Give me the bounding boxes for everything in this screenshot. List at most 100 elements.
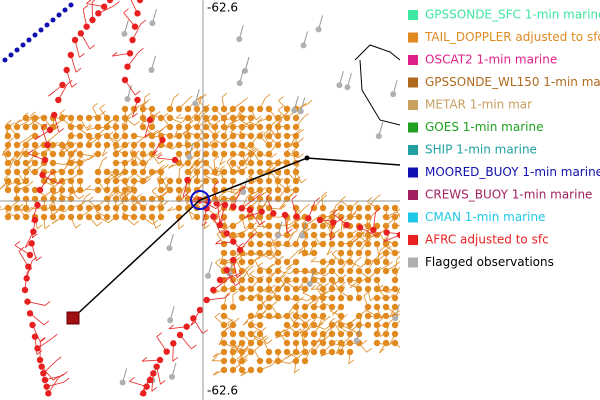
afrc-dot — [24, 298, 31, 305]
wind-barb — [244, 121, 251, 126]
wind-barb — [324, 271, 331, 277]
observation-dot — [202, 105, 210, 113]
observation-dot — [364, 249, 372, 257]
afrc-dot — [63, 66, 70, 74]
wind-barb — [373, 322, 380, 328]
observation-dot — [229, 303, 237, 311]
observation-dot — [283, 258, 291, 266]
wind-barb — [266, 192, 272, 197]
observation-dot — [292, 339, 300, 347]
observation-dot — [139, 213, 147, 221]
flagged-dot — [375, 133, 382, 140]
afrc-dot — [146, 116, 154, 124]
wind-barb — [86, 0, 92, 4]
observation-dot — [391, 267, 399, 275]
observation-dot — [283, 168, 291, 176]
observation-dot — [373, 258, 381, 266]
wind-barb — [237, 270, 243, 276]
wind-barb — [59, 109, 66, 114]
wind-barb — [213, 181, 220, 186]
wind-barb — [158, 128, 164, 133]
legend-label: TAIL_DOPPLER adjusted to sfc — [424, 30, 600, 44]
observation-dot — [274, 258, 282, 266]
observation-dot — [4, 213, 12, 221]
observation-dot — [391, 222, 399, 230]
observation-dot — [382, 294, 390, 302]
wind-barb — [242, 320, 249, 326]
wind-barb — [347, 279, 354, 285]
legend-swatch — [408, 167, 418, 178]
observation-dot — [310, 204, 318, 212]
observation-dot — [274, 177, 282, 185]
observation-dot — [274, 186, 282, 194]
observation-dot — [355, 249, 363, 257]
observation-dot — [130, 213, 138, 221]
observation-dot — [238, 366, 246, 374]
wind-barb — [220, 264, 227, 270]
observation-dot — [238, 114, 246, 122]
flagged-dot — [124, 95, 131, 102]
wind-barb — [126, 191, 132, 197]
wind-barb — [92, 102, 98, 108]
wind-barb — [156, 151, 162, 157]
wind-barb — [85, 185, 92, 190]
wind-barb — [82, 4, 89, 10]
wind-barb — [239, 127, 245, 133]
wind-barb — [60, 182, 66, 188]
wind-barb — [366, 347, 372, 353]
buoy-dot — [50, 17, 56, 23]
observation-dot — [292, 177, 300, 185]
legend-swatch — [408, 32, 418, 43]
coastline — [354, 44, 400, 126]
wind-barb — [152, 220, 158, 225]
wind-barb — [295, 249, 301, 254]
wind-barb — [111, 51, 118, 57]
observation-dot — [67, 204, 75, 212]
legend-label: Flagged observations — [425, 255, 554, 269]
observation-dot — [256, 213, 264, 221]
observation-dot — [202, 123, 210, 131]
wind-barb — [378, 251, 384, 257]
wind-barb — [71, 82, 77, 88]
wind-barb — [113, 172, 120, 178]
wind-barb — [62, 114, 68, 120]
wind-barb — [310, 302, 317, 308]
observation-dot — [256, 267, 264, 275]
observation-dot — [94, 114, 102, 122]
observation-dot — [319, 339, 327, 347]
wind-barb — [5, 208, 12, 213]
wind-barb — [375, 194, 381, 199]
wind-barb — [221, 92, 228, 98]
observation-dot — [220, 357, 228, 365]
observation-dot — [40, 150, 48, 158]
wind-barb — [73, 173, 79, 178]
observation-dot — [373, 303, 381, 311]
wind-barb — [297, 285, 304, 290]
observation-dot — [238, 330, 246, 338]
observation-dot — [85, 132, 93, 140]
wind-barb — [234, 317, 240, 323]
wind-barb — [26, 267, 33, 273]
wind-barb — [375, 231, 382, 237]
observation-dot — [175, 177, 183, 185]
observation-dot — [382, 321, 390, 329]
wind-barb — [40, 337, 46, 343]
observation-dot — [256, 294, 264, 302]
observation-dot — [229, 141, 237, 149]
legend-label: GPSSONDE_SFC 1-min marine — [425, 8, 600, 22]
observation-dot — [247, 186, 255, 194]
observation-dot — [238, 276, 246, 284]
wind-barb — [271, 153, 277, 158]
wind-barb — [114, 191, 121, 197]
observation-dot — [76, 123, 84, 131]
observation-dot — [301, 348, 309, 356]
observation-dot — [247, 339, 255, 347]
wind-barb — [215, 119, 221, 125]
observation-dot — [31, 114, 39, 122]
observation-dot — [94, 141, 102, 149]
wind-barb — [154, 111, 161, 116]
wind-barb — [0, 185, 5, 190]
wind-barb — [231, 119, 237, 125]
wind-barb — [260, 327, 267, 332]
observation-dot — [256, 159, 264, 167]
